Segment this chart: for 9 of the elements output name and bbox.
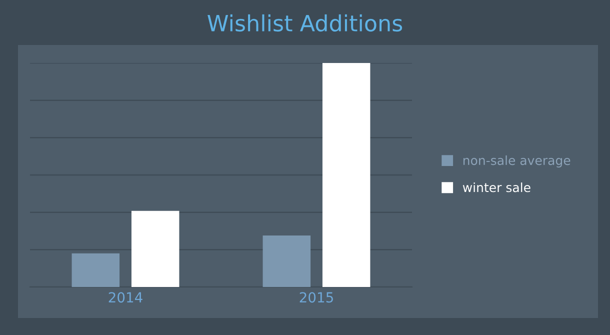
chart-title: Wishlist Additions bbox=[208, 14, 402, 32]
legend-label: non-sale average bbox=[463, 155, 570, 168]
bar bbox=[72, 253, 120, 287]
legend-label: winter sale bbox=[462, 182, 530, 192]
x-tick-label: 2014 bbox=[108, 292, 142, 303]
x-tick-label: 2015 bbox=[300, 292, 333, 303]
bar bbox=[131, 210, 180, 287]
bar bbox=[322, 63, 370, 287]
bar bbox=[262, 235, 311, 287]
